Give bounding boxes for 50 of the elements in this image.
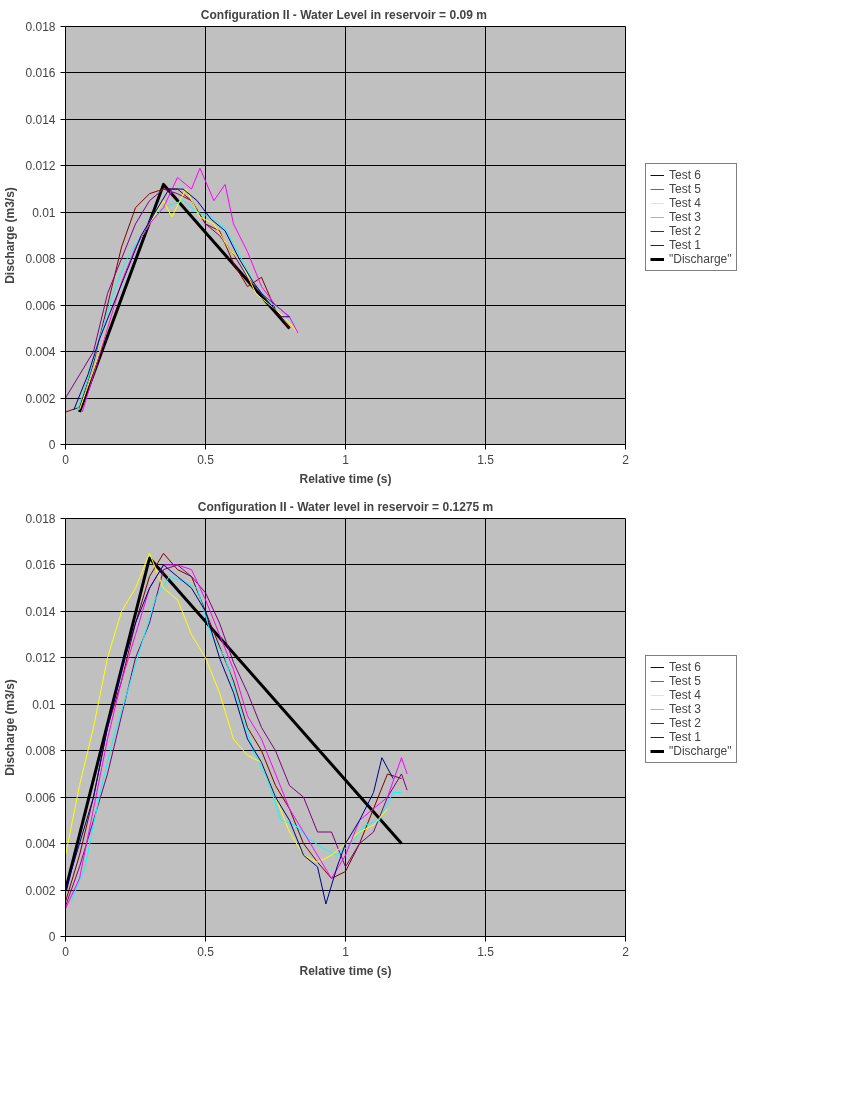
legend-label: Test 1 [669, 237, 702, 252]
y-tick-label: 0.014 [25, 604, 56, 619]
y-tick-label: 0.012 [25, 159, 56, 174]
x-tick-label: 0.5 [197, 944, 215, 959]
legend-label: Test 4 [669, 195, 702, 210]
y-tick-label: 0.002 [25, 391, 56, 406]
legend-label: Test 4 [669, 687, 702, 702]
y-tick-label: 0.014 [25, 112, 56, 127]
chart-title: Configuration II - Water Level in reservoir = 0.09 m [200, 7, 487, 22]
y-tick-label: 0.016 [25, 558, 56, 573]
y-tick-label: 0.006 [25, 790, 56, 805]
y-tick-label: 0.018 [25, 512, 56, 526]
legend-label: Test 2 [669, 223, 702, 238]
y-tick-label: 0.01 [32, 697, 56, 712]
x-tick-label: 1 [342, 944, 350, 959]
x-tick-label: 1.5 [477, 452, 495, 467]
legend-label: "Discharge" [669, 743, 732, 758]
y-tick-label: 0.008 [25, 252, 56, 267]
x-tick-label: 0 [62, 944, 70, 959]
x-tick-label: 1 [342, 452, 350, 467]
y-axis-title: Discharge (m3/s) [3, 679, 18, 776]
legend-label: Test 3 [669, 701, 702, 716]
x-axis-title: Relative time (s) [299, 963, 392, 978]
y-tick-label: 0.004 [25, 837, 56, 852]
legend-label: Test 2 [669, 715, 702, 730]
y-tick-label: 0.002 [25, 883, 56, 898]
x-tick-label: 2 [622, 452, 630, 467]
y-tick-label: 0 [48, 438, 56, 452]
y-tick-label: 0.004 [25, 345, 56, 360]
legend-label: "Discharge" [669, 251, 732, 266]
y-tick-label: 0.016 [25, 66, 56, 81]
legend-label: Test 6 [669, 167, 702, 182]
x-tick-label: 1.5 [477, 944, 495, 959]
legend-label: Test 5 [669, 181, 702, 196]
legend-label: Test 3 [669, 209, 702, 224]
legend-label: Test 5 [669, 673, 702, 688]
y-axis-title: Discharge (m3/s) [3, 187, 18, 284]
legend-label: Test 1 [669, 729, 702, 744]
chart-title: Configuration II - Water level in reservoir = 0.1275 m [197, 499, 494, 514]
x-tick-label: 0.5 [197, 452, 215, 467]
x-tick-label: 2 [622, 944, 630, 959]
y-tick-label: 0.01 [32, 205, 56, 220]
x-axis-title: Relative time (s) [299, 471, 392, 486]
x-tick-label: 0 [62, 452, 70, 467]
y-tick-label: 0.012 [25, 651, 56, 666]
y-tick-label: 0.008 [25, 744, 56, 759]
y-tick-label: 0.006 [25, 298, 56, 313]
legend-label: Test 6 [669, 659, 702, 674]
y-tick-label: 0 [48, 930, 56, 944]
y-tick-label: 0.018 [25, 20, 56, 34]
